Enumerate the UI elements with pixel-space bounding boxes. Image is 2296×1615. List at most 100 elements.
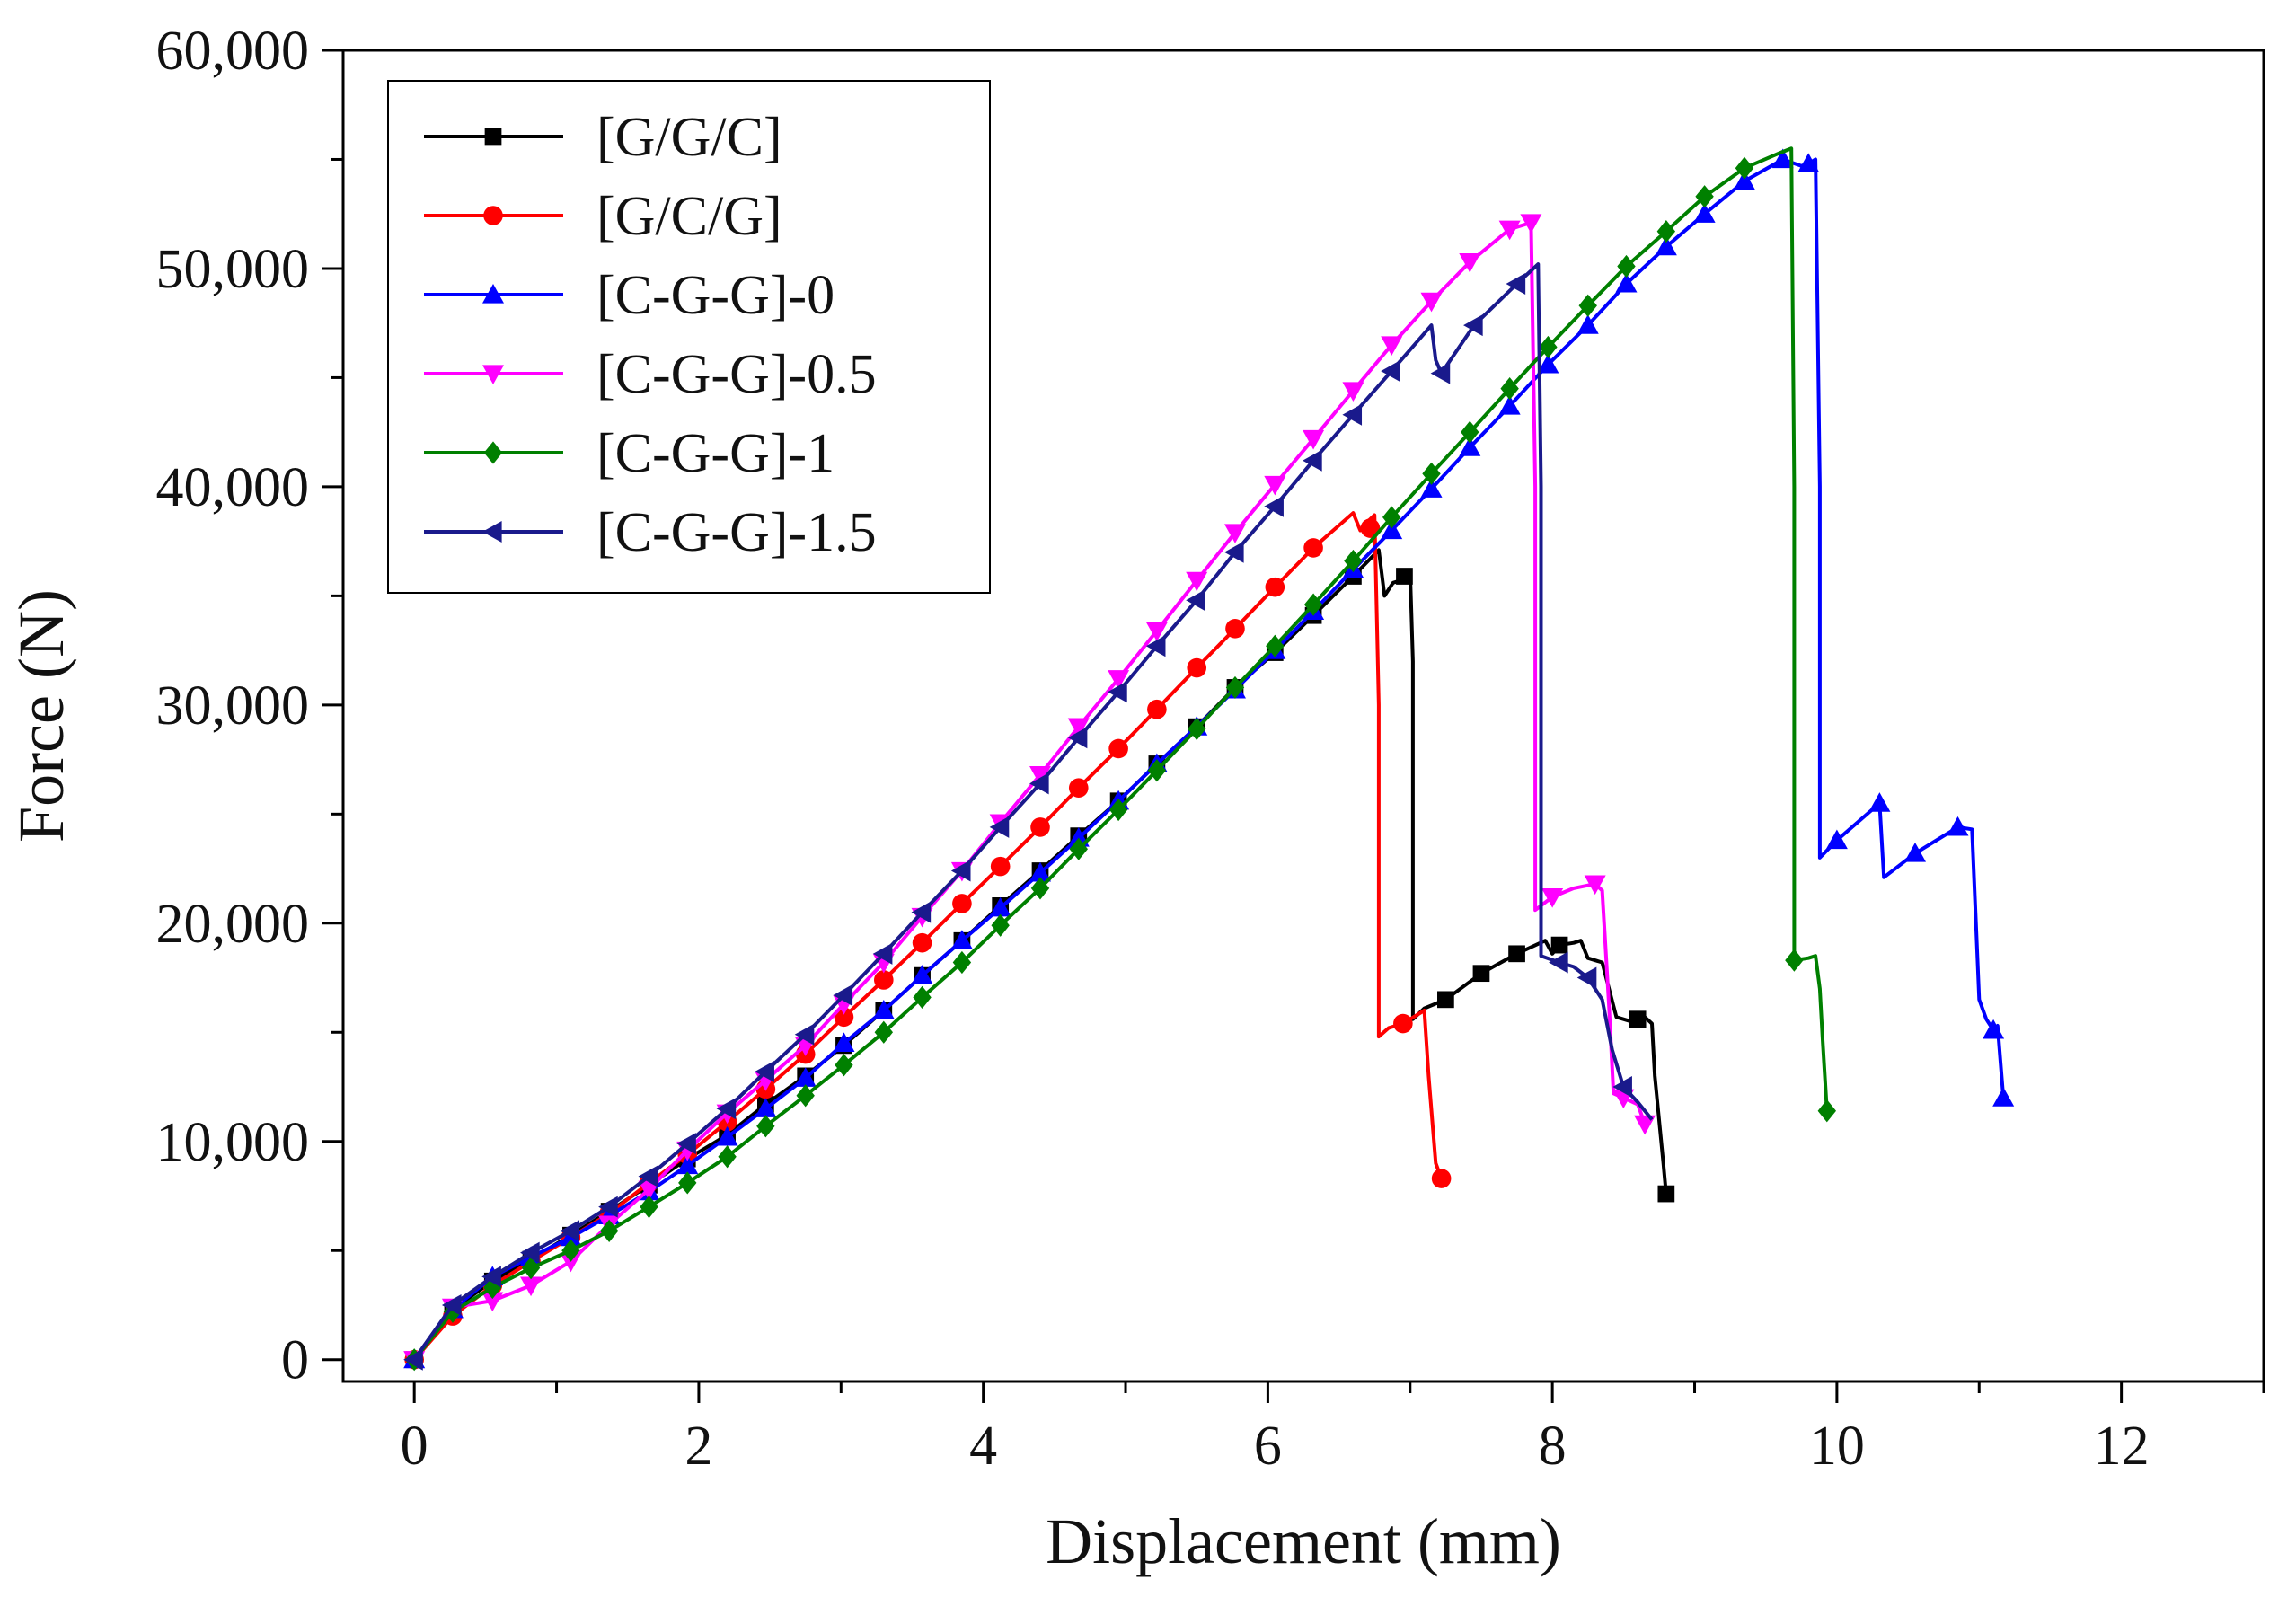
data-point-triangle-down [1498,220,1521,241]
data-point-triangle-down [638,1180,660,1201]
data-point-triangle-up [716,1125,738,1146]
legend-label: [C-G-G]-1 [596,423,835,484]
data-point-triangle-left [1303,449,1322,472]
data-point-triangle-up [950,930,973,949]
data-point-triangle-up [482,284,504,304]
data-point-triangle-up [1459,437,1481,456]
data-point-triangle-up [1733,170,1755,190]
data-point-triangle-up [1771,148,1794,169]
data-point-diamond [835,1054,853,1077]
data-point-diamond [483,441,503,464]
data-point-square [484,128,502,146]
data-point-diamond [1147,759,1167,782]
data-point-triangle-up [1903,843,1926,862]
data-point-diamond [1785,949,1804,972]
data-point-triangle-up [1947,816,1969,836]
series-6 [403,262,1654,1371]
data-point-triangle-left [989,816,1010,838]
data-point-triangle-up [1983,1019,2005,1039]
data-point-triangle-up [911,965,933,984]
data-point-circle [874,970,894,990]
data-point-diamond [1735,156,1754,180]
data-point-diamond [678,1171,697,1195]
y-tick-label: 0 [281,1330,309,1391]
data-point-triangle-left [441,1293,462,1316]
data-point-diamond [1578,294,1597,317]
x-axis-ticks: 0 2 4 6 8 10 12 [401,1381,2265,1477]
data-point-square [1657,1185,1675,1203]
data-point-triangle-left [1186,589,1205,612]
data-point-diamond [1266,634,1285,657]
data-point-diamond [874,1020,894,1044]
data-point-circle [1431,1169,1452,1188]
x-tick-label: 6 [1254,1416,1282,1477]
data-point-diamond [1188,717,1206,741]
data-point-diamond [756,1115,775,1138]
data-point-triangle-up [1381,519,1403,540]
data-point-triangle-up [755,1098,777,1117]
data-point-triangle-up [1029,861,1052,882]
data-point-triangle-left [1506,272,1526,295]
data-point-diamond [796,1084,815,1108]
data-point-triangle-down [1303,429,1325,450]
series-group [403,146,2015,1372]
data-point-diamond [1225,675,1245,700]
data-point-circle [483,206,503,225]
data-point-triangle-left [676,1133,696,1155]
series-line [412,157,2006,1361]
data-point-triangle-left [520,1241,540,1264]
data-point-diamond [1695,185,1714,208]
legend-label: [C-G-G]-0.5 [596,344,877,405]
data-point-diamond [1303,593,1323,616]
data-point-triangle-left [403,1348,423,1371]
data-point-diamond [1344,549,1363,573]
data-point-circle [952,894,972,913]
data-point-triangle-down [1029,765,1052,786]
data-point-triangle-left [482,521,502,543]
data-point-triangle-down [1584,875,1606,896]
legend-label: [C-G-G]-1.5 [596,502,877,563]
legend-entry: [G/G/C] [424,107,782,168]
data-point-triangle-left [755,1061,774,1083]
data-point-triangle-up [676,1154,699,1175]
data-point-diamond [1030,877,1050,900]
data-point-triangle-down [1520,214,1542,234]
data-point-triangle-left [911,901,932,923]
data-point-triangle-left [716,1098,737,1120]
data-point-triangle-up [989,896,1011,917]
legend: [G/G/C] [G/C/G] [C-G-G]-0 [C-G-G]-0.5 [C-G-G… [387,80,991,594]
y-tick-label: 30,000 [156,675,310,737]
data-point-triangle-left [598,1196,618,1218]
data-point-triangle-left [1264,495,1284,517]
data-point-triangle-up [1655,235,1677,256]
plot-frame [341,49,2265,1383]
data-point-circle [912,932,932,953]
data-point-circle [1225,619,1245,639]
x-tick-label: 12 [2094,1416,2150,1477]
data-point-circle [1068,778,1089,798]
data-point-triangle-left [872,942,893,965]
data-point-triangle-up [1615,272,1638,293]
legend-entry: [C-G-G]-0 [424,265,835,326]
data-point-triangle-left [1612,1076,1632,1099]
data-point-circle [1393,1013,1413,1034]
data-point-triangle-left [833,984,853,1006]
data-point-triangle-left [1029,772,1049,795]
data-point-circle [1187,657,1207,678]
data-point-triangle-up [1498,395,1521,415]
legend-label: [C-G-G]-0 [596,265,835,326]
data-point-triangle-left [638,1165,658,1187]
x-tick-label: 10 [1809,1416,1865,1477]
data-point-circle [1360,518,1381,538]
data-point-triangle-down [1067,718,1090,738]
data-point-triangle-down [1264,475,1286,496]
data-point-diamond [1382,506,1401,529]
data-point-circle [1108,738,1128,759]
data-point-square [1550,936,1568,954]
data-point-circle [1265,577,1285,597]
y-tick-label: 50,000 [156,239,310,300]
data-point-triangle-down [482,365,504,384]
x-axis-title: Displacement (mm) [1046,1505,1561,1577]
data-point-diamond [521,1257,541,1280]
